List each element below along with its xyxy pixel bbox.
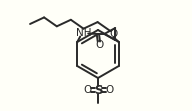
Text: O: O <box>95 40 103 50</box>
Text: NH: NH <box>76 28 92 38</box>
Text: S: S <box>94 83 102 96</box>
Text: O: O <box>105 85 113 95</box>
Text: O: O <box>110 29 118 39</box>
Text: O: O <box>83 85 91 95</box>
